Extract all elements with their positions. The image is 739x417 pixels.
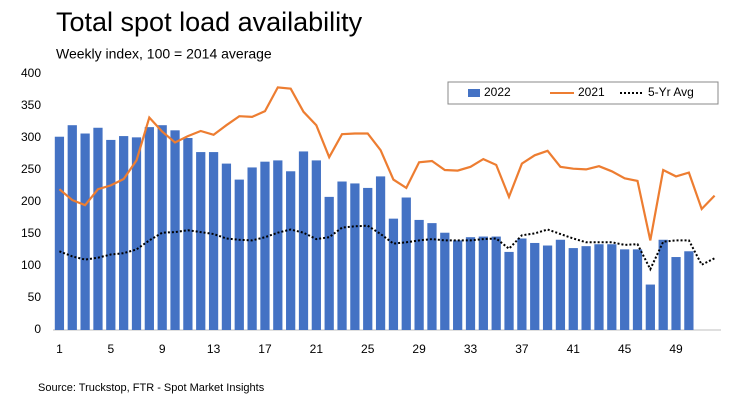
bar [350, 183, 360, 330]
y-tick-label: 200 [21, 194, 41, 208]
bar [684, 251, 694, 330]
x-tick-label: 29 [412, 342, 426, 356]
bar [427, 223, 437, 330]
bar [273, 160, 283, 330]
legend-label: 2021 [578, 85, 605, 99]
bar [144, 127, 154, 331]
x-tick-label: 33 [464, 342, 478, 356]
bar [54, 136, 65, 330]
x-tick-label: 25 [361, 342, 375, 356]
x-tick-label: 13 [207, 342, 221, 356]
y-tick-label: 350 [21, 98, 41, 112]
y-tick-label: 150 [21, 226, 41, 240]
y-tick-label: 400 [21, 66, 41, 80]
legend-box [447, 81, 719, 105]
bar [671, 257, 681, 330]
bar [620, 249, 630, 330]
legend-swatch [468, 89, 480, 97]
bar [581, 246, 591, 330]
bar [119, 136, 129, 330]
bar [632, 249, 643, 330]
bar [401, 197, 411, 330]
y-tick-label: 100 [21, 258, 41, 272]
bar [517, 238, 527, 330]
bar [478, 236, 488, 330]
bar [208, 152, 219, 330]
x-tick-label: 41 [567, 342, 581, 356]
bar [440, 232, 450, 330]
bar [491, 236, 501, 330]
bar [196, 152, 206, 330]
bar [375, 176, 386, 330]
bar [286, 171, 296, 330]
legend-label: 2022 [484, 85, 511, 99]
bar [106, 139, 116, 330]
bar [645, 284, 655, 330]
chart-title: Total spot load availability [56, 7, 363, 37]
x-tick-label: 45 [618, 342, 632, 356]
x-tick-label: 17 [258, 342, 272, 356]
y-tick-label: 300 [21, 130, 41, 144]
bar [414, 219, 424, 330]
bar [157, 125, 167, 330]
y-tick-label: 0 [34, 322, 41, 336]
legend-label: 5-Yr Avg [648, 85, 694, 99]
y-tick-label: 250 [21, 162, 41, 176]
line [58, 86, 716, 241]
bar [324, 196, 334, 330]
bar [555, 239, 566, 330]
y-tick-label: 50 [28, 290, 42, 304]
bar [388, 218, 399, 330]
bar [542, 245, 553, 330]
bar [183, 138, 193, 330]
bar [221, 163, 232, 330]
x-tick-label: 49 [669, 342, 683, 356]
bar [67, 125, 77, 330]
bar [594, 244, 604, 330]
bar [658, 239, 668, 330]
x-tick-label: 1 [56, 342, 63, 356]
x-tick-label: 37 [515, 342, 529, 356]
bar [568, 248, 578, 330]
bar [260, 161, 270, 330]
line [59, 224, 716, 272]
bar [93, 127, 103, 330]
bar [298, 151, 309, 330]
bar [131, 137, 142, 330]
x-tick-label: 9 [159, 342, 166, 356]
bar [607, 244, 617, 330]
bar [363, 187, 373, 330]
bar [247, 167, 257, 330]
bar [80, 133, 90, 330]
x-tick-label: 5 [107, 342, 114, 356]
bar [311, 160, 321, 330]
bar [504, 251, 514, 330]
bar [337, 181, 347, 330]
bar [234, 179, 244, 330]
chart-subtitle: Weekly index, 100 = 2014 average [56, 46, 272, 62]
bar [530, 242, 540, 330]
bar [170, 130, 180, 330]
bar [465, 237, 476, 330]
x-tick-label: 21 [310, 342, 324, 356]
bar [453, 240, 463, 330]
source: Source: Truckstop, FTR - Spot Market Ins… [38, 382, 265, 394]
